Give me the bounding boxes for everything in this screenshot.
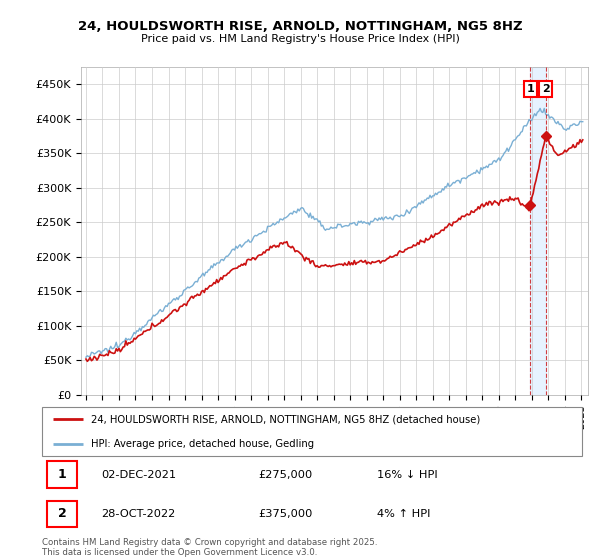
Text: £275,000: £275,000: [258, 470, 312, 479]
Text: 1: 1: [527, 84, 535, 94]
FancyBboxPatch shape: [47, 461, 77, 488]
Text: 4% ↑ HPI: 4% ↑ HPI: [377, 509, 430, 519]
Text: 16% ↓ HPI: 16% ↓ HPI: [377, 470, 437, 479]
Text: 2: 2: [58, 507, 67, 520]
FancyBboxPatch shape: [47, 501, 77, 527]
Text: £375,000: £375,000: [258, 509, 313, 519]
Text: 24, HOULDSWORTH RISE, ARNOLD, NOTTINGHAM, NG5 8HZ: 24, HOULDSWORTH RISE, ARNOLD, NOTTINGHAM…: [77, 20, 523, 32]
Text: 02-DEC-2021: 02-DEC-2021: [101, 470, 176, 479]
Text: Price paid vs. HM Land Registry's House Price Index (HPI): Price paid vs. HM Land Registry's House …: [140, 34, 460, 44]
Text: HPI: Average price, detached house, Gedling: HPI: Average price, detached house, Gedl…: [91, 439, 314, 449]
Text: 1: 1: [58, 468, 67, 481]
Text: 24, HOULDSWORTH RISE, ARNOLD, NOTTINGHAM, NG5 8HZ (detached house): 24, HOULDSWORTH RISE, ARNOLD, NOTTINGHAM…: [91, 414, 480, 424]
Bar: [530, 67, 545, 395]
Text: 28-OCT-2022: 28-OCT-2022: [101, 509, 176, 519]
Text: 2: 2: [542, 84, 550, 94]
Text: Contains HM Land Registry data © Crown copyright and database right 2025.
This d: Contains HM Land Registry data © Crown c…: [42, 538, 377, 557]
